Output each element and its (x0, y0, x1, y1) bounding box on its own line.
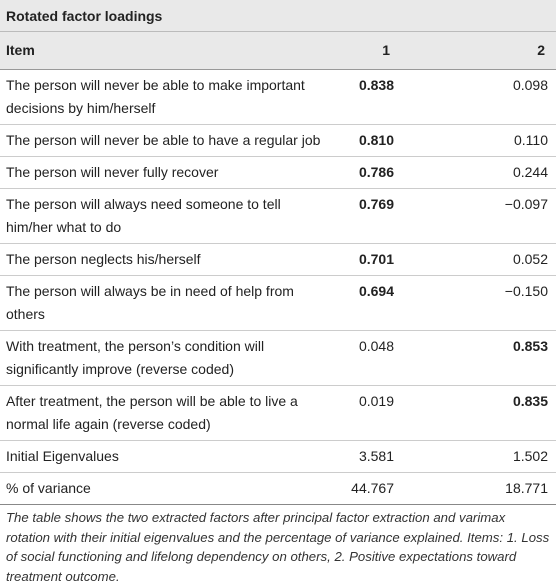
table-note: The table shows the two extracted factor… (6, 510, 550, 584)
table-row: The person will never be able to make im… (0, 69, 556, 125)
loadings-table: Item 1 2 The person will never be able t… (0, 32, 556, 505)
table-head: Item 1 2 (0, 32, 556, 70)
table-row: The person will never be able to have a … (0, 124, 556, 157)
table-row: The person will always be in need of hel… (0, 275, 556, 331)
loading-cell: 0.769 (330, 188, 406, 244)
loading-cell: 18.771 (406, 472, 556, 505)
item-cell: % of variance (0, 472, 330, 505)
loading-cell: 0.786 (330, 156, 406, 189)
loading-cell: 0.701 (330, 243, 406, 276)
loading-cell: 0.019 (330, 385, 406, 441)
table-row: The person neglects his/herself 0.701 0.05… (0, 243, 556, 276)
loading-cell: −0.150 (406, 275, 556, 331)
loading-cell: 0.098 (406, 69, 556, 125)
table-title: Rotated factor loadings (0, 0, 556, 32)
loading-cell: −0.097 (406, 188, 556, 244)
item-cell: The person will always need someone to t… (0, 188, 330, 244)
loading-cell: 0.694 (330, 275, 406, 331)
loading-cell: 3.581 (330, 440, 406, 473)
item-cell: The person neglects his/herself (0, 243, 330, 276)
header-cell: Item (0, 32, 330, 70)
loading-cell: 0.048 (330, 330, 406, 386)
table-row: The person will always need someone to t… (0, 188, 556, 244)
table-row: % of variance 44.767 18.771 (0, 472, 556, 505)
loading-cell: 0.244 (406, 156, 556, 189)
table-row: With treatment, the person’s condition w… (0, 330, 556, 386)
header-cell: 1 (330, 32, 406, 70)
loading-cell: 0.810 (330, 124, 406, 157)
header-row: Item 1 2 (0, 32, 556, 70)
item-cell: The person will always be in need of hel… (0, 275, 330, 331)
item-cell: The person will never be able to have a … (0, 124, 330, 157)
item-cell: After treatment, the person will be able… (0, 385, 330, 441)
table-row: Initial Eigenvalues 3.581 1.502 (0, 440, 556, 473)
table-row: After treatment, the person will be able… (0, 385, 556, 441)
header-cell: 2 (406, 32, 556, 70)
loading-cell: 0.853 (406, 330, 556, 386)
item-cell: The person will never fully recover (0, 156, 330, 189)
item-cell: The person will never be able to make im… (0, 69, 330, 125)
item-cell: With treatment, the person’s condition w… (0, 330, 330, 386)
item-cell: Initial Eigenvalues (0, 440, 330, 473)
loading-cell: 0.838 (330, 69, 406, 125)
loading-cell: 44.767 (330, 472, 406, 505)
table-row: The person will never fully recover 0.786… (0, 156, 556, 189)
loading-cell: 1.502 (406, 440, 556, 473)
loading-cell: 0.835 (406, 385, 556, 441)
loading-cell: 0.052 (406, 243, 556, 276)
loading-cell: 0.110 (406, 124, 556, 157)
table-body: The person will never be able to make im… (0, 69, 556, 505)
